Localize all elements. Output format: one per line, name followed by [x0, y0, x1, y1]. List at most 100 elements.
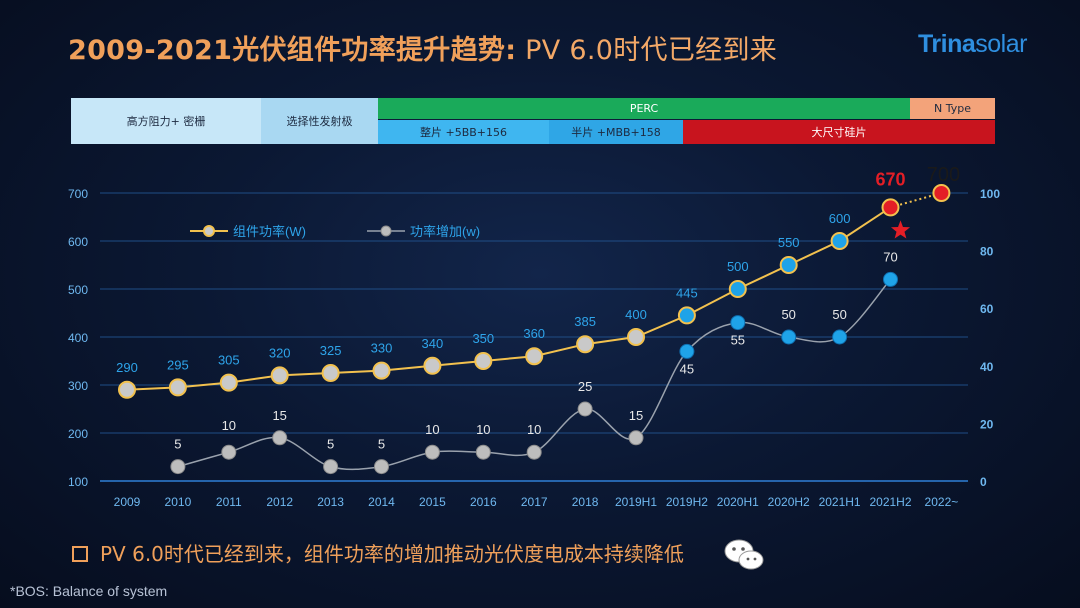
increase-data-label: 10: [425, 422, 439, 437]
x-axis-tick-label: 2013: [317, 495, 344, 509]
increase-marker: [883, 271, 898, 287]
left-axis-tick-label: 200: [68, 427, 88, 441]
increase-marker: [272, 430, 288, 446]
x-axis-tick-label: 2010: [165, 495, 192, 509]
power-data-label: 290: [116, 360, 138, 375]
band-label: PERC: [629, 102, 659, 115]
band-selective-emitter: 选择性发射极: [261, 98, 378, 144]
power-data-label: 325: [320, 343, 342, 358]
logo-brand-a: Trina: [918, 30, 976, 58]
legend-increase-marker: [380, 225, 392, 237]
x-axis-tick-label: 2021H2: [869, 495, 911, 509]
increase-marker: [475, 444, 491, 460]
conclusion-note: PV 6.0时代已经到来，组件功率的增加推动光伏度电成本持续降低: [72, 538, 684, 567]
right-axis-tick-label: 20: [980, 417, 994, 431]
band-label: 整片 +5BB+156: [419, 126, 508, 139]
left-axis-tick-label: 300: [68, 379, 88, 393]
increase-data-label: 10: [527, 422, 541, 437]
increase-marker: [577, 401, 593, 417]
increase-marker: [832, 329, 848, 345]
power-data-label: 500: [727, 259, 749, 274]
increase-data-label: 15: [629, 408, 643, 423]
title-main: 2009-2021光伏组件功率提升趋势:: [68, 35, 517, 66]
increase-data-label: 70: [883, 249, 897, 264]
increase-data-label: 5: [327, 437, 334, 452]
power-marker: [881, 198, 900, 217]
power-data-label: 340: [422, 336, 444, 351]
increase-marker: [221, 444, 237, 460]
power-marker: [779, 256, 798, 274]
band-label: 选择性发射极: [286, 115, 353, 128]
right-axis-tick-label: 100: [980, 187, 1000, 201]
increase-series-line: [177, 278, 892, 471]
increase-data-label: 10: [476, 422, 490, 437]
increase-marker: [323, 459, 339, 475]
increase-data-label: 5: [174, 437, 181, 452]
power-marker: [525, 347, 544, 366]
power-data-label: 360: [523, 326, 545, 341]
band-label: N Type: [934, 102, 971, 115]
right-axis-tick-label: 60: [980, 302, 994, 316]
increase-marker: [526, 444, 542, 460]
power-data-label: 320: [269, 345, 291, 360]
power-marker: [627, 328, 645, 346]
power-projection-line: [890, 192, 942, 209]
increase-marker: [679, 343, 695, 359]
increase-marker: [424, 444, 440, 460]
x-axis-tick-label: 2018: [572, 495, 599, 509]
legend-increase-label: 功率增加(w): [410, 224, 480, 239]
band-half-cell: 半片 +MBB+158: [549, 120, 683, 144]
left-axis-tick-label: 600: [68, 235, 88, 249]
increase-data-label: 5: [378, 437, 385, 452]
legend-power-label: 组件功率(W): [233, 224, 306, 239]
increase-data-label: 45: [680, 361, 694, 376]
x-axis-tick-label: 2019H1: [615, 495, 657, 509]
left-axis-tick-label: 700: [68, 187, 88, 201]
power-marker: [474, 352, 493, 370]
power-data-label: 385: [574, 314, 596, 329]
power-data-label: 330: [371, 341, 393, 356]
right-axis-tick-label: 80: [980, 245, 994, 259]
band-large-wafer: 大尺寸硅片: [683, 120, 995, 144]
left-axis-tick-label: 400: [68, 331, 88, 345]
x-axis-tick-label: 2016: [470, 495, 497, 509]
highlight-star-icon: [890, 220, 911, 239]
conclusion-text: PV 6.0时代已经到来，组件功率的增加推动光伏度电成本持续降低: [100, 542, 684, 566]
power-data-label: 445: [676, 285, 698, 300]
trina-solar-logo: Trinasolar: [918, 30, 1027, 59]
power-data-label: 350: [472, 331, 494, 346]
wechat-watermark-icon: [724, 539, 764, 570]
power-data-label: 400: [625, 307, 647, 322]
power-data-label: 670: [875, 169, 905, 189]
x-axis-tick-label: 2009: [114, 495, 141, 509]
left-axis-tick-label: 100: [68, 475, 88, 489]
x-axis-tick-label: 2011: [216, 495, 242, 509]
x-axis-tick-label: 2020H2: [768, 495, 810, 509]
right-axis-tick-label: 0: [980, 475, 987, 489]
band-high-sheet-resistance: 高方阻力+ 密栅: [71, 98, 261, 144]
right-axis-tick-label: 40: [980, 360, 994, 374]
x-axis-tick-label: 2019H2: [666, 495, 708, 509]
power-data-label: 600: [829, 211, 851, 226]
x-axis-tick-label: 2012: [266, 495, 293, 509]
increase-data-label: 25: [578, 379, 592, 394]
x-axis-tick-label: 2015: [419, 495, 446, 509]
band-label: 大尺寸硅片: [811, 126, 867, 139]
band-full-cell: 整片 +5BB+156: [378, 120, 549, 144]
power-data-label: 305: [218, 353, 240, 368]
power-marker: [423, 356, 442, 375]
legend-power-marker: [203, 225, 215, 237]
power-marker: [168, 378, 187, 397]
x-axis-tick-label: 2021H1: [819, 495, 861, 509]
increase-data-label: 15: [272, 408, 286, 423]
power-marker: [728, 280, 747, 298]
power-data-label: 295: [167, 357, 189, 372]
band-n-type: N Type: [910, 98, 995, 119]
power-marker: [219, 373, 238, 392]
power-data-label: 700: [927, 164, 960, 186]
increase-marker: [374, 459, 389, 475]
band-label: 半片 +MBB+158: [571, 126, 661, 139]
x-axis-tick-label: 2017: [521, 495, 548, 509]
power-series-line: [126, 206, 892, 391]
